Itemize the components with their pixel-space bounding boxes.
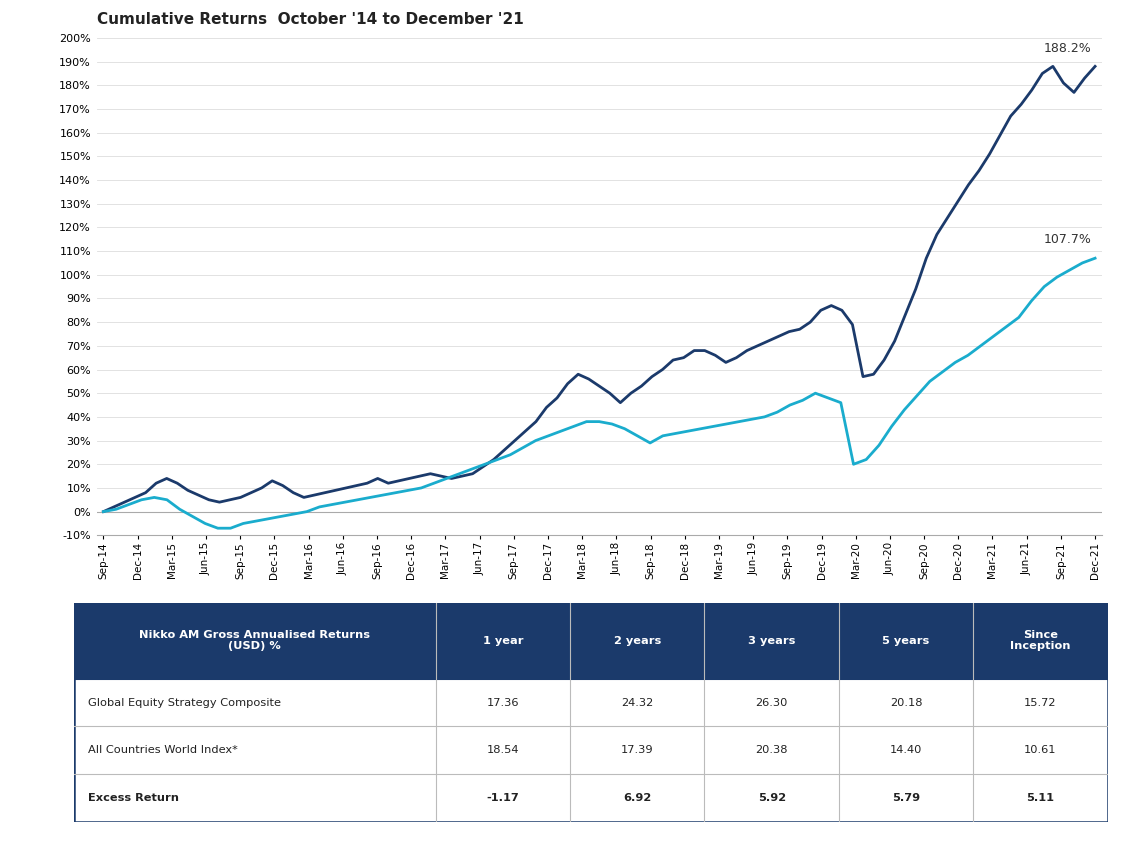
Text: 5.79: 5.79 <box>892 793 920 803</box>
Text: 5.11: 5.11 <box>1027 793 1054 803</box>
Text: 5.92: 5.92 <box>758 793 786 803</box>
Text: 18.54: 18.54 <box>486 745 519 755</box>
Text: Excess Return: Excess Return <box>89 793 179 803</box>
Text: 24.32: 24.32 <box>621 697 653 707</box>
Text: 2 years: 2 years <box>613 636 661 646</box>
Text: 5 years: 5 years <box>883 636 929 646</box>
Text: All Countries World Index*: All Countries World Index* <box>89 745 239 755</box>
Text: 15.72: 15.72 <box>1025 697 1056 707</box>
Text: Cumulative Returns  October '14 to December '21: Cumulative Returns October '14 to Decemb… <box>97 12 524 27</box>
Text: 26.30: 26.30 <box>755 697 787 707</box>
Text: 10.61: 10.61 <box>1025 745 1056 755</box>
Legend: Nikko AM Global Equity, All Countries World Index *: Nikko AM Global Equity, All Countries Wo… <box>253 771 703 794</box>
Text: Nikko AM Gross Annualised Returns
(USD) %: Nikko AM Gross Annualised Returns (USD) … <box>140 630 370 652</box>
Text: 6.92: 6.92 <box>624 793 651 803</box>
Text: 1 year: 1 year <box>483 636 523 646</box>
Text: 188.2%: 188.2% <box>1044 41 1092 55</box>
Text: 20.38: 20.38 <box>755 745 788 755</box>
Text: 17.39: 17.39 <box>621 745 653 755</box>
Text: 3 years: 3 years <box>747 636 795 646</box>
Text: 20.18: 20.18 <box>889 697 922 707</box>
Text: -1.17: -1.17 <box>486 793 519 803</box>
Text: 17.36: 17.36 <box>486 697 519 707</box>
Text: Global Equity Strategy Composite: Global Equity Strategy Composite <box>89 697 282 707</box>
Text: Since
Inception: Since Inception <box>1010 630 1070 652</box>
Text: 14.40: 14.40 <box>889 745 922 755</box>
Text: 107.7%: 107.7% <box>1044 234 1092 246</box>
